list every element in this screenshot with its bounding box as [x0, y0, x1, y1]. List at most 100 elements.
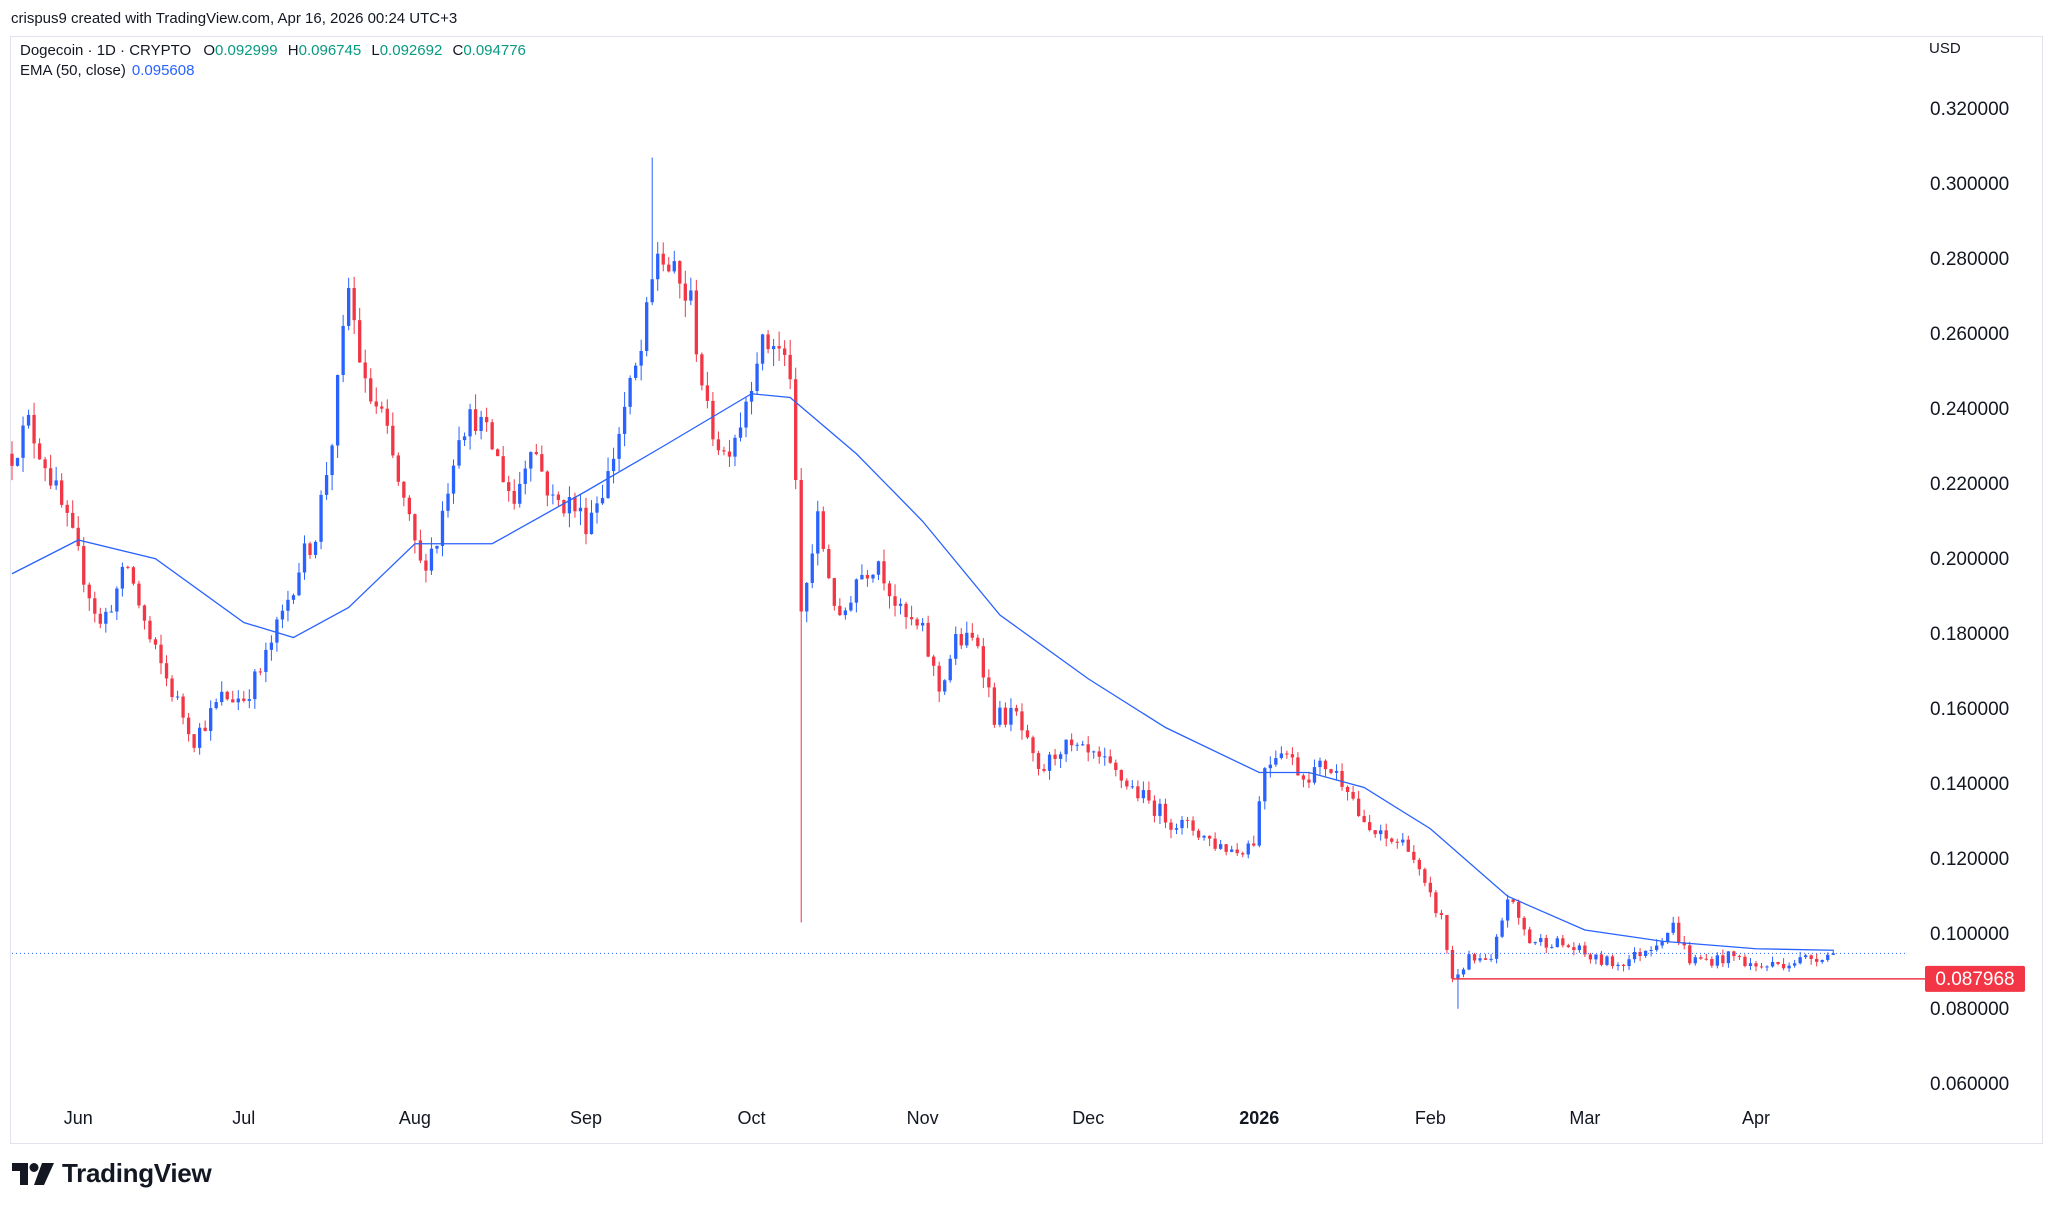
candle-body	[1224, 844, 1228, 852]
candle-body	[645, 302, 649, 352]
candle-body	[1528, 929, 1532, 944]
candle-body	[1213, 838, 1217, 849]
candle-body	[369, 378, 373, 402]
y-tick-label: 0.060000	[1930, 1074, 2009, 1095]
candle-body	[1274, 758, 1278, 765]
candle-body	[126, 566, 130, 568]
low-label: L	[371, 42, 380, 59]
candle-body	[893, 596, 897, 606]
open-label: O	[203, 42, 216, 59]
candle-body	[407, 497, 412, 515]
ohlc-row: Dogecoin · 1D · CRYPTO O0.092999 H0.0967…	[20, 41, 532, 61]
candle-body	[1174, 828, 1179, 830]
candle-body	[93, 598, 97, 614]
candle-body	[816, 511, 820, 554]
candle-body	[909, 617, 914, 620]
candle-body	[1505, 899, 1510, 921]
candle-body	[1826, 954, 1830, 960]
candle-body	[1312, 767, 1317, 783]
candle-body	[48, 468, 53, 486]
candle-body	[518, 483, 522, 504]
candle-body	[1268, 764, 1272, 769]
candle-body	[1081, 744, 1085, 746]
candle-body	[1163, 803, 1168, 823]
candle-body	[1671, 922, 1675, 933]
candle-body	[876, 561, 881, 575]
candle-body	[385, 408, 389, 426]
candle-body	[1384, 830, 1388, 839]
candle-body	[54, 480, 58, 486]
candle-body	[1776, 962, 1780, 964]
candle-body	[451, 465, 456, 494]
candle-body	[380, 406, 384, 409]
candle-body	[1379, 830, 1383, 835]
candle-body	[347, 288, 351, 326]
candle-body	[1533, 942, 1537, 944]
candle-body	[21, 425, 25, 458]
candle-body	[413, 514, 417, 541]
candle-body	[578, 507, 583, 512]
candle-body	[1025, 730, 1030, 738]
y-tick-label: 0.280000	[1930, 249, 2009, 270]
candle-body	[727, 451, 732, 457]
x-tick-label: Nov	[907, 1108, 939, 1128]
candle-body	[760, 334, 765, 364]
candle-body	[1561, 938, 1565, 946]
candle-body	[501, 456, 505, 483]
x-tick-label: Jul	[232, 1108, 255, 1128]
candle-body	[920, 622, 925, 626]
candle-body	[440, 510, 445, 546]
symbol-label[interactable]: Dogecoin · 1D · CRYPTO	[20, 42, 192, 59]
tradingview-logo-icon	[12, 1162, 54, 1185]
candle-body	[1715, 955, 1720, 966]
candle-body	[1125, 780, 1129, 787]
candle-body	[1064, 739, 1068, 755]
candle-body	[1334, 770, 1339, 773]
candle-body	[1279, 753, 1284, 759]
candle-body	[534, 452, 538, 455]
candle-body	[258, 671, 263, 673]
candle-body	[313, 541, 318, 555]
candle-body	[1075, 744, 1079, 746]
currency-label[interactable]: USD	[1929, 40, 1961, 57]
candle-body	[490, 422, 494, 450]
candle-body	[628, 377, 632, 407]
candle-body	[1804, 955, 1808, 958]
candle-body	[1721, 955, 1725, 964]
candle-body	[10, 453, 14, 466]
candle-body	[540, 454, 544, 472]
candle-body	[396, 455, 400, 482]
candle-body	[611, 458, 616, 472]
candle-body	[352, 288, 356, 321]
candle-body	[1009, 707, 1013, 725]
y-tick-label: 0.160000	[1930, 699, 2009, 720]
candle-body	[231, 699, 235, 703]
candle-body	[1390, 838, 1394, 842]
candle-body	[484, 416, 489, 423]
candle-body	[1809, 955, 1813, 959]
candle-body	[1616, 964, 1620, 967]
candle-body	[1373, 830, 1377, 835]
candle-body	[1472, 954, 1477, 961]
candle-body	[567, 497, 572, 514]
candle-body	[1130, 786, 1135, 788]
candle-body	[777, 346, 781, 349]
candle-body	[987, 677, 991, 688]
candle-body	[457, 440, 461, 466]
ema-row[interactable]: EMA (50, close) 0.095608	[20, 61, 532, 81]
candle-body	[998, 707, 1002, 725]
candle-body	[1069, 739, 1074, 746]
candle-body	[617, 433, 621, 459]
candle-body	[225, 691, 229, 700]
candle-body	[794, 379, 798, 480]
candle-body	[1461, 969, 1466, 975]
candle-body	[131, 567, 136, 584]
candle-body	[209, 708, 213, 731]
candle-body	[324, 475, 329, 495]
y-tick-label: 0.240000	[1930, 399, 2009, 420]
candle-body	[639, 351, 643, 366]
candle-body	[319, 494, 323, 542]
candle-body	[429, 548, 434, 571]
candle-body	[269, 642, 274, 650]
